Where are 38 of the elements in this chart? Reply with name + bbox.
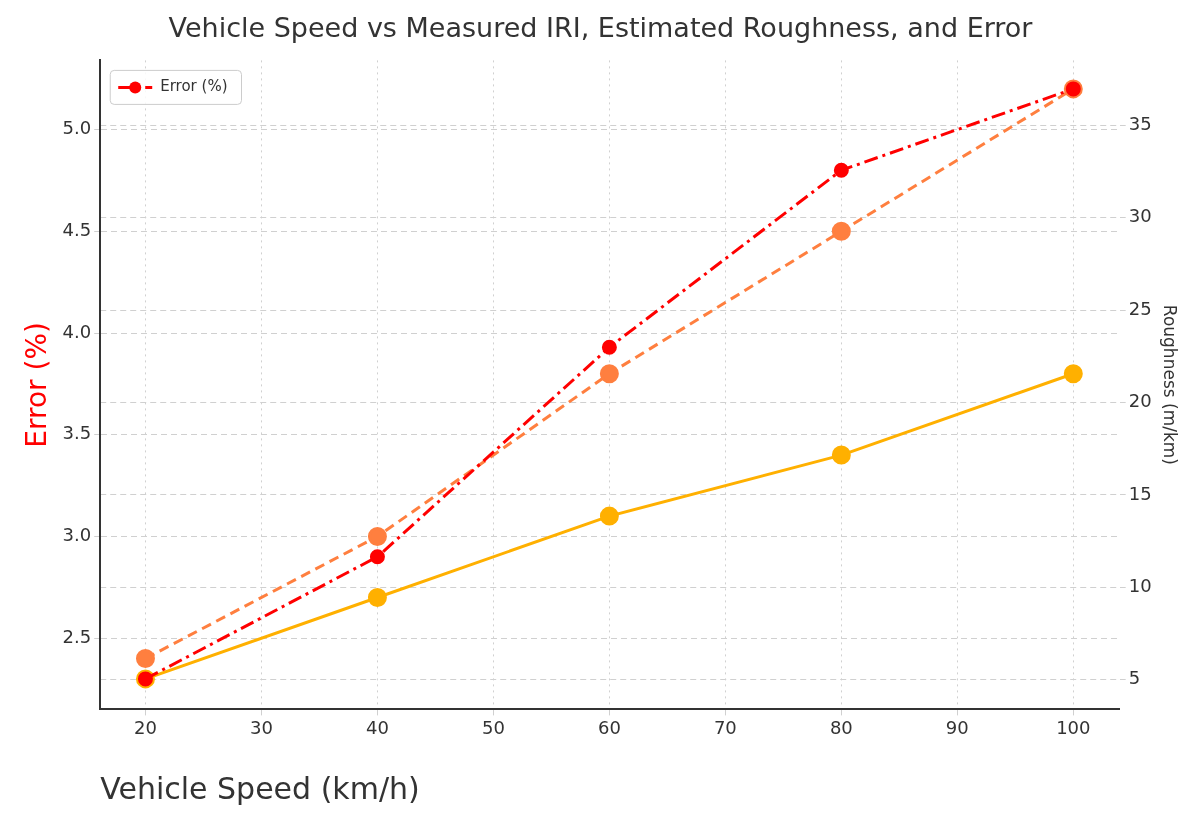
- x-tick-label: 40: [365, 716, 389, 738]
- y-tick-label: 2.5: [62, 625, 92, 647]
- chart-title: Vehicle Speed vs Measured IRI, Estimated Roughness, and Error: [168, 12, 1034, 44]
- y2-axis-title: Roughness (m/km): [1160, 304, 1181, 465]
- y2-tick-label: 35: [1128, 112, 1152, 134]
- x-tick-label: 30: [249, 716, 273, 738]
- x-tick-label: 70: [713, 716, 737, 738]
- point: [601, 339, 617, 355]
- x-tick-label: 100: [1056, 716, 1091, 738]
- y-tick-label: 3.0: [62, 524, 92, 546]
- y2-tick-label: 30: [1128, 205, 1152, 227]
- point: [833, 162, 849, 178]
- y-axis-title: Error (%): [20, 322, 54, 448]
- point: [367, 526, 387, 546]
- y2-tick-label: 25: [1128, 297, 1152, 319]
- y2-tick-label: 20: [1128, 390, 1152, 412]
- point: [135, 649, 155, 669]
- legend-label: Error (%): [160, 77, 228, 96]
- y2-tick-label: 5: [1128, 667, 1141, 689]
- point: [599, 506, 619, 526]
- point: [599, 364, 619, 384]
- x-axis-title: Vehicle Speed (km/h): [100, 770, 420, 806]
- y-tick-label: 5.0: [62, 117, 92, 139]
- y2-tick-label: 10: [1128, 575, 1152, 597]
- point: [831, 221, 851, 241]
- x-tick-label: 20: [134, 716, 157, 738]
- point: [369, 549, 385, 565]
- x-tick-label: 50: [481, 716, 505, 738]
- point: [831, 445, 851, 465]
- y-tick-label: 4.0: [62, 320, 92, 342]
- y2-tick-label: 15: [1128, 482, 1152, 504]
- point: [1063, 364, 1083, 384]
- x-tick-label: 90: [945, 716, 969, 738]
- point: [367, 588, 387, 607]
- y-tick-label: 3.5: [62, 422, 92, 444]
- y-tick-label: 4.5: [62, 218, 92, 240]
- x-tick-label: 60: [597, 716, 621, 738]
- x-tick-label: 80: [829, 716, 853, 738]
